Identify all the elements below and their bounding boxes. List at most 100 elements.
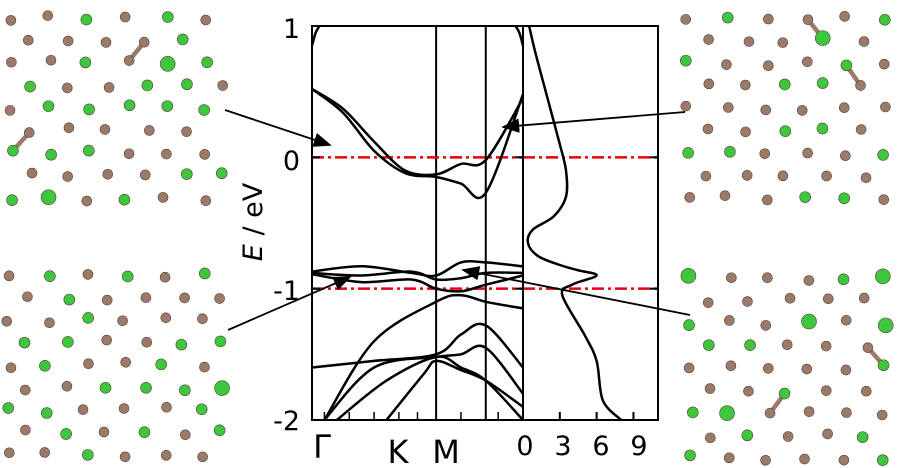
carbon-atom (802, 147, 813, 159)
carbon-atom (860, 172, 872, 184)
carbon-atom (62, 82, 73, 94)
carbon-atom (704, 383, 716, 394)
carbon-atom (820, 340, 832, 352)
dopant-atom (198, 267, 211, 280)
carbon-atom (840, 150, 851, 162)
carbon-atom (98, 426, 110, 438)
carbon-atom (878, 194, 890, 205)
carbon-atom (760, 320, 772, 331)
carbon-atom (740, 126, 751, 138)
dopant-atom (176, 33, 189, 46)
carbon-atom (762, 272, 773, 284)
dopant-atom (682, 147, 694, 159)
carbon-atom (44, 317, 55, 329)
dopant-atom (181, 78, 193, 91)
carbon-atom (725, 360, 737, 372)
carbon-atom (878, 58, 890, 70)
carbon-atom (703, 78, 715, 90)
carbon-atom (862, 342, 874, 353)
dopant-atom (877, 149, 889, 161)
dopant-atom (45, 148, 57, 161)
carbon-atom (680, 14, 692, 25)
band-line-7 (323, 344, 523, 420)
arrow-bottom-right (461, 266, 691, 316)
carbon-atom (777, 37, 789, 48)
carbon-atom (77, 404, 89, 415)
dopant-atom (83, 103, 95, 116)
dopant-atom (680, 268, 697, 284)
dopant-atom (214, 380, 230, 396)
carbon-atom (23, 127, 35, 138)
carbon-atom (762, 363, 774, 374)
dos-x-tick-label-9: 9 (630, 431, 647, 462)
arrow-bottom-left (227, 276, 352, 331)
carbon-atom (140, 292, 152, 303)
band-panel-frame (311, 25, 524, 421)
dopant-atom (744, 339, 756, 351)
carbon-atom (702, 297, 714, 308)
dopant-atom (201, 56, 213, 69)
carbon-atom (680, 100, 692, 112)
carbon-atom (743, 36, 755, 47)
carbon-atom (4, 105, 16, 116)
dopant-atom (39, 360, 51, 372)
carbon-atom (838, 102, 850, 114)
carbon-atom (759, 148, 771, 159)
carbon-atom (22, 291, 33, 303)
dopant-atom (24, 80, 36, 93)
carbon-atom (858, 36, 870, 47)
dopant-atom (7, 144, 19, 157)
doped-lattice-bottom-left (1, 267, 230, 463)
carbon-atom (803, 406, 815, 417)
dopant-atom (161, 100, 174, 112)
carbon-atom (99, 124, 111, 135)
carbon-atom (82, 269, 94, 280)
dopant-atom (801, 313, 817, 330)
dopant-atom (840, 59, 853, 72)
band-line-9 (385, 359, 523, 420)
dopant-atom (141, 79, 154, 92)
carbon-atom (61, 381, 73, 392)
dopant-atom (80, 13, 93, 26)
carbon-atom (763, 13, 774, 25)
carbon-atom (840, 364, 852, 376)
band-panel (311, 25, 524, 421)
carbon-atom (62, 35, 74, 47)
dopant-atom (877, 359, 890, 372)
y-tick-label-minus-1: -1 (273, 276, 300, 307)
carbon-atom (81, 195, 93, 207)
carbon-atom (781, 339, 793, 351)
carbon-atom (20, 424, 31, 436)
dopant-atom (140, 381, 152, 394)
carbon-atom (181, 126, 192, 137)
band-line-1 (312, 88, 523, 200)
carbon-atom (161, 401, 172, 413)
band-line-3 (312, 270, 523, 282)
carbon-atom (802, 14, 814, 25)
dos-x-tick-label-6: 6 (592, 431, 609, 462)
carbon-atom (782, 431, 794, 442)
dopant-atom (214, 335, 227, 348)
carbon-atom (876, 409, 888, 421)
doped-lattice-top-left (4, 10, 229, 207)
carbon-atom (217, 80, 229, 91)
kpoint-label-gamma: Γ (313, 428, 331, 466)
dopant-atom (856, 431, 869, 443)
band-line-0 (312, 87, 523, 177)
dopant-atom (837, 273, 850, 286)
carbon-atom (821, 170, 832, 182)
carbon-atom (796, 105, 808, 116)
dopant-atom (2, 402, 15, 414)
carbon-atom (839, 11, 850, 22)
dopant-atom (181, 168, 193, 180)
carbon-atom (683, 362, 695, 374)
band-line-5 (323, 293, 523, 420)
dopant-atom (44, 270, 56, 282)
carbon-atom (702, 123, 714, 135)
carbon-atom (760, 104, 772, 116)
carbon-atom (119, 11, 131, 23)
dopant-atom (703, 339, 715, 351)
dopant-atom (215, 167, 228, 180)
carbon-atom (740, 79, 751, 91)
